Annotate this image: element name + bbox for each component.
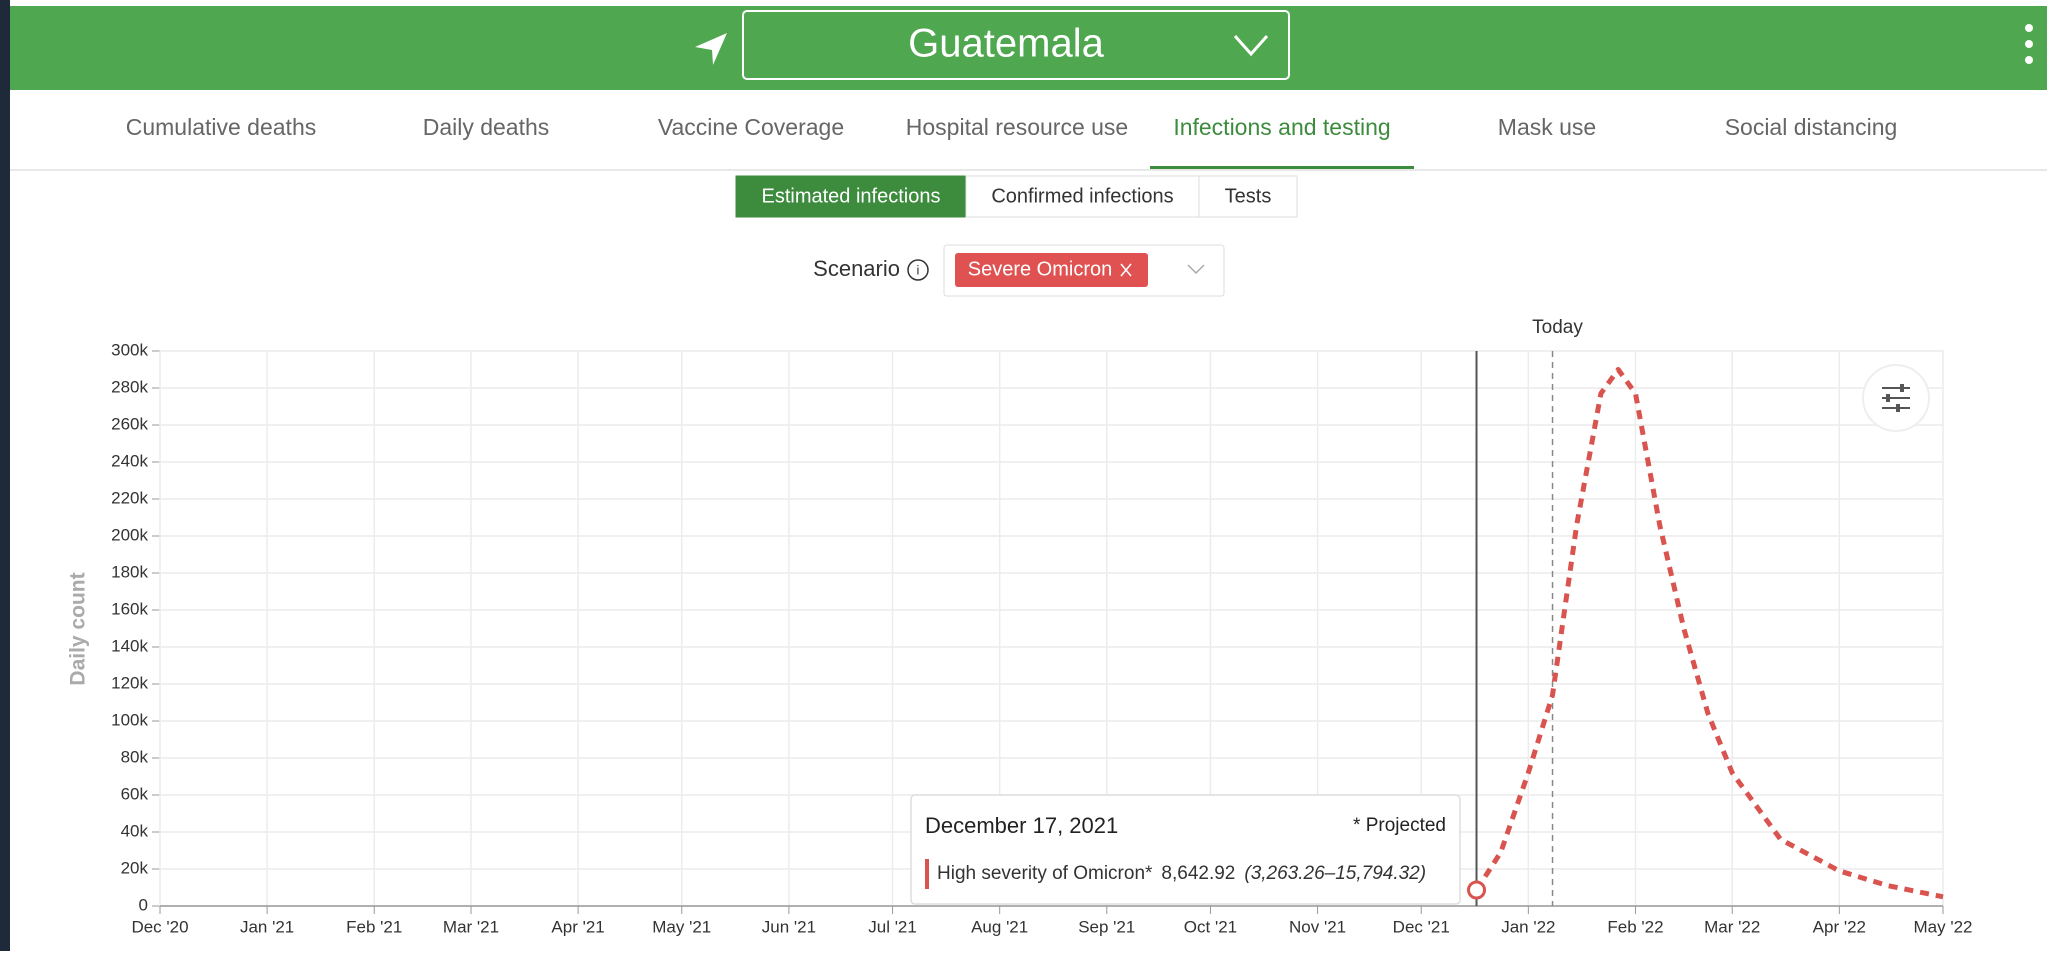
y-tick-label: 40k	[121, 821, 149, 840]
y-tick-label: 0	[139, 895, 148, 914]
tooltip-text: High severity of Omicron*	[937, 863, 1153, 884]
scenario-tag-text: Severe Omicron	[968, 258, 1113, 280]
x-tick-label: Mar '21	[443, 917, 499, 936]
y-tick-label: 280k	[111, 377, 148, 396]
dropdown-arrow	[1233, 35, 1269, 57]
x-tick-label: May '21	[652, 917, 711, 936]
subtab-button[interactable]	[1198, 175, 1298, 218]
x-tick-label: Feb '21	[346, 917, 402, 936]
country-title: Guatemala	[908, 22, 1104, 66]
y-tick-label: 300k	[111, 340, 148, 359]
series-line	[1474, 367, 1944, 900]
locate-icon[interactable]	[695, 33, 727, 65]
x-tick-label: Nov '21	[1289, 917, 1346, 936]
left-edge	[0, 0, 10, 951]
tooltip-text: (3,263.26–15,794.32)	[1244, 863, 1426, 884]
subtab-label: Estimated infections	[762, 185, 941, 207]
nav-tab[interactable]: Cumulative deaths	[126, 114, 317, 140]
y-tick-label: 120k	[111, 673, 148, 692]
active-tab-underline	[1150, 166, 1414, 169]
y-tick-label: 260k	[111, 414, 148, 433]
nav-tab[interactable]: Vaccine Coverage	[658, 114, 844, 140]
scenario-tag[interactable]	[955, 253, 1148, 287]
subtab-label: Tests	[1225, 185, 1272, 207]
nav-tab[interactable]: Infections and testing	[1173, 114, 1390, 140]
tooltip-row: High severity of Omicron* 8,642.92 (3,263.…	[937, 863, 1426, 884]
select-arrow	[1187, 264, 1205, 275]
y-tick-label: 100k	[111, 710, 148, 729]
header-bar	[10, 6, 2047, 90]
x-tick-label: Oct '21	[1184, 917, 1237, 936]
settings-glyph	[1900, 384, 1904, 392]
country-select[interactable]	[742, 10, 1290, 80]
tooltip-swatch	[925, 859, 929, 889]
menu-dot[interactable]	[2025, 24, 2033, 32]
settings-glyph	[1886, 394, 1890, 402]
y-tick-label: 60k	[121, 784, 149, 803]
x-tick-label: Jan '22	[1501, 917, 1555, 936]
x-tick-label: Jul '21	[868, 917, 917, 936]
x-tick-label: Jun '21	[762, 917, 816, 936]
today-label: Today	[1532, 317, 1583, 338]
x-tick-label: Aug '21	[971, 917, 1028, 936]
info-icon[interactable]	[907, 259, 929, 281]
y-tick-label: 20k	[121, 858, 149, 877]
y-tick-label: 160k	[111, 599, 148, 618]
menu-dot[interactable]	[2025, 40, 2033, 48]
x-tick-label: Jan '21	[240, 917, 294, 936]
subtab-button[interactable]	[965, 175, 1200, 218]
y-axis-label: Daily count	[67, 572, 90, 685]
nav-tab[interactable]: Mask use	[1498, 114, 1596, 140]
x-tick-label: Apr '22	[1813, 917, 1866, 936]
info-glyph: i	[917, 262, 920, 277]
scenario-label: Scenario	[813, 256, 900, 281]
nav-tab[interactable]: Hospital resource use	[906, 114, 1128, 140]
tooltip	[910, 794, 1461, 905]
y-tick-label: 200k	[111, 525, 148, 544]
tooltip-date: December 17, 2021	[925, 813, 1118, 838]
tag-remove[interactable]	[1120, 263, 1132, 277]
x-tick-label: Apr '21	[551, 917, 604, 936]
menu-dot[interactable]	[2025, 56, 2033, 64]
x-tick-label: Dec '21	[1393, 917, 1450, 936]
x-tick-label: Feb '22	[1607, 917, 1663, 936]
nav-tab[interactable]: Social distancing	[1725, 114, 1898, 140]
tooltip-note: * Projected	[1353, 815, 1446, 836]
settings-glyph	[1896, 404, 1900, 412]
subtab-label: Confirmed infections	[991, 185, 1173, 207]
x-tick-label: May '22	[1914, 917, 1973, 936]
x-tick-label: Mar '22	[1704, 917, 1760, 936]
x-tick-label: Dec '20	[131, 917, 188, 936]
y-tick-label: 80k	[121, 747, 149, 766]
nav-tab[interactable]: Daily deaths	[423, 114, 550, 140]
hover-point	[1467, 880, 1487, 900]
x-tick-label: Sep '21	[1078, 917, 1135, 936]
tooltip-text: 8,642.92	[1161, 863, 1235, 884]
y-tick-label: 240k	[111, 451, 148, 470]
subtab-button[interactable]	[735, 175, 967, 218]
y-tick-label: 220k	[111, 488, 148, 507]
y-tick-label: 140k	[111, 636, 148, 655]
y-tick-label: 180k	[111, 562, 148, 581]
